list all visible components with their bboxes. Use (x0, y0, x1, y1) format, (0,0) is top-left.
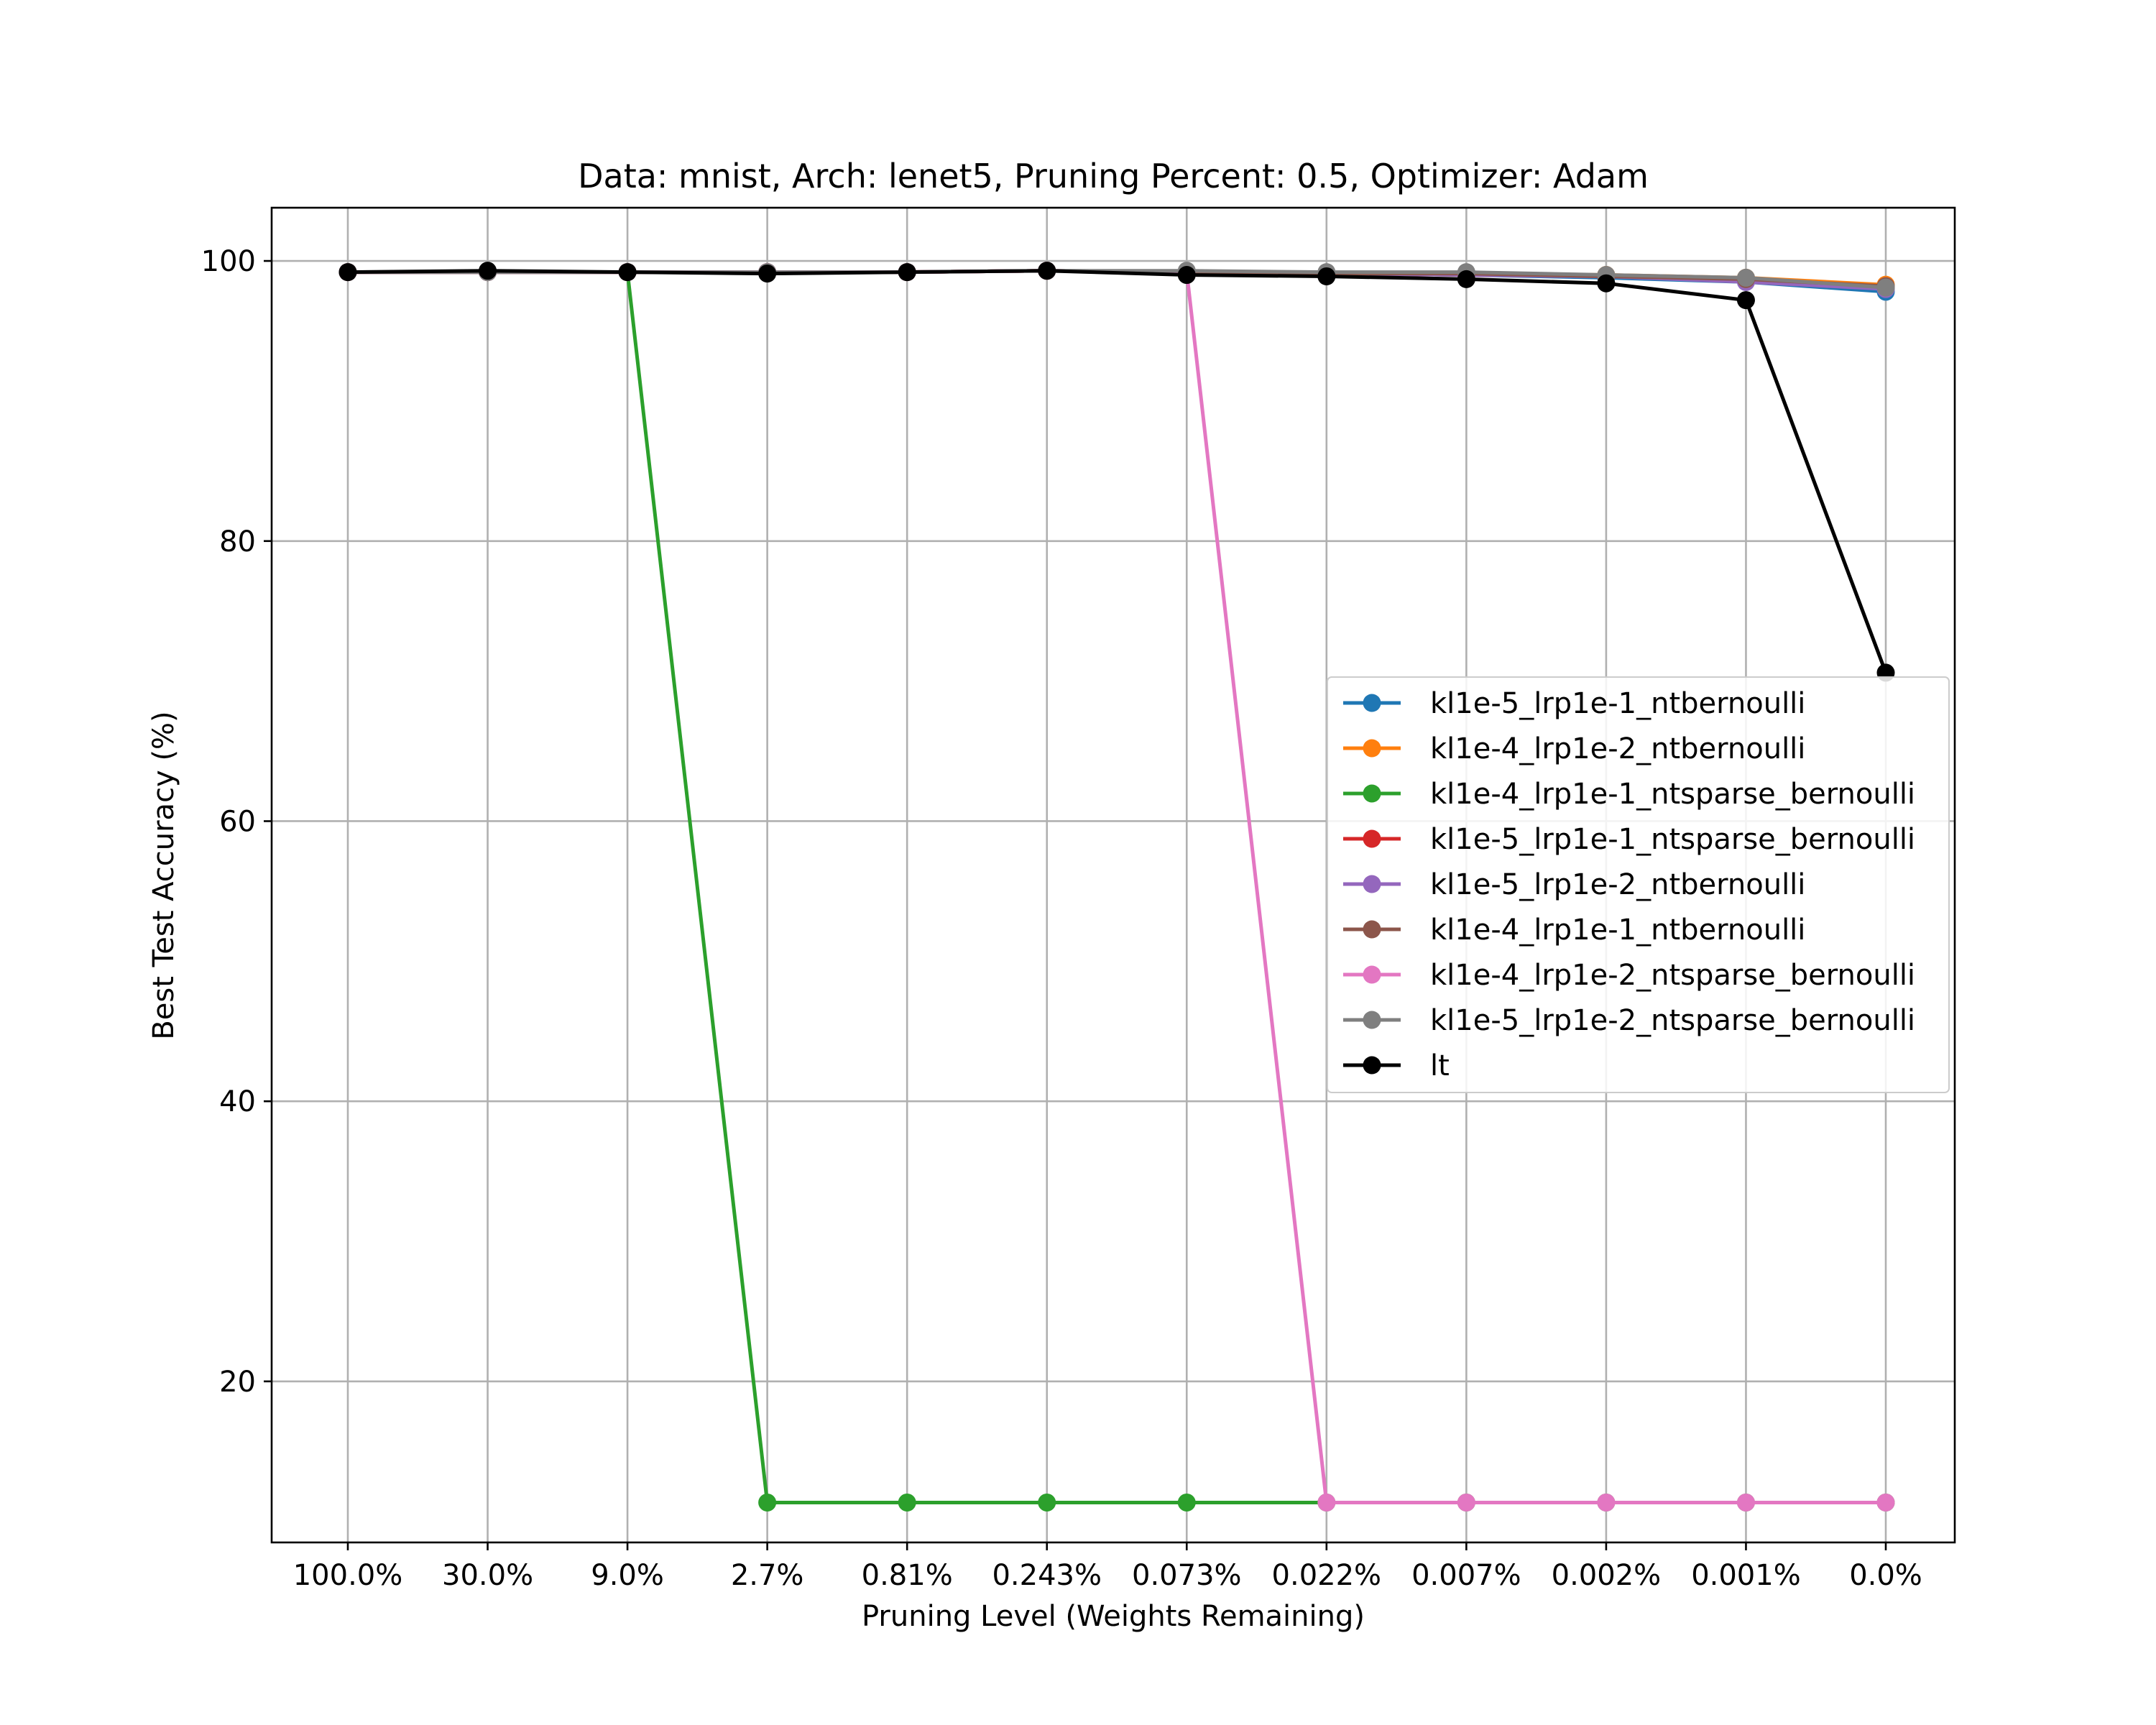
plot-frame (270, 206, 1956, 1544)
data-point (1457, 1493, 1475, 1512)
data-point (1876, 278, 1895, 297)
data-point (338, 263, 357, 282)
y-tick-label: 60 (219, 805, 256, 838)
data-point (479, 262, 497, 280)
x-tick-label: 30.0% (442, 1559, 533, 1592)
legend-label: lt (1430, 1049, 1450, 1082)
data-point (1038, 262, 1056, 280)
data-point (758, 1493, 777, 1512)
x-tick-label: 100.0% (293, 1559, 403, 1592)
legend-marker (1363, 784, 1381, 803)
data-point (1736, 1493, 1755, 1512)
data-point (1736, 268, 1755, 287)
x-tick-label: 0.007% (1411, 1559, 1521, 1592)
legend-marker (1363, 1056, 1381, 1075)
legend-label: kl1e-5_lrp1e-2_ntbernoulli (1430, 868, 1805, 901)
x-tick-label: 0.002% (1552, 1559, 1662, 1592)
y-tick-label: 40 (219, 1085, 256, 1118)
data-point (1597, 1493, 1616, 1512)
legend-entry: kl1e-5_lrp1e-1_ntsparse_bernoulli (1343, 823, 1915, 856)
data-point (1177, 266, 1196, 285)
x-tick-label: 0.073% (1132, 1559, 1242, 1592)
legend-entry: kl1e-5_lrp1e-1_ntbernoulli (1343, 687, 1805, 720)
legend-label: kl1e-4_lrp1e-1_ntbernoulli (1430, 914, 1805, 947)
legend-entry: kl1e-4_lrp1e-1_ntbernoulli (1343, 914, 1805, 947)
y-tick-label: 100 (201, 245, 256, 278)
series-line (347, 269, 1888, 673)
y-tick-label: 80 (219, 525, 256, 558)
legend: kl1e-5_lrp1e-1_ntbernoulli kl1e-4_lrp1e-2… (1327, 676, 1950, 1093)
legend-label: kl1e-4_lrp1e-1_ntsparse_bernoulli (1430, 778, 1915, 811)
x-tick-label: 2.7% (731, 1559, 804, 1592)
legend-marker (1363, 739, 1381, 758)
data-point (1597, 274, 1616, 293)
data-point (1038, 1493, 1056, 1512)
legend-box (1327, 676, 1950, 1093)
data-point (1177, 1493, 1196, 1512)
legend-entry: kl1e-4_lrp1e-2_ntbernoulli (1343, 732, 1805, 765)
y-axis-label: Best Test Accuracy (%) (147, 711, 180, 1039)
legend-marker (1363, 875, 1381, 893)
x-axis-label: Pruning Level (Weights Remaining) (862, 1600, 1365, 1633)
x-tick-label: 9.0% (591, 1559, 664, 1592)
legend-marker (1363, 829, 1381, 848)
data-point (898, 263, 916, 282)
legend-label: kl1e-5_lrp1e-2_ntsparse_bernoulli (1430, 1004, 1915, 1037)
legend-label: kl1e-4_lrp1e-2_ntsparse_bernoulli (1430, 959, 1915, 992)
legend-marker (1363, 965, 1381, 984)
data-point (1876, 1493, 1895, 1512)
x-tick-label: 0.001% (1691, 1559, 1801, 1592)
x-tick-label: 0.022% (1272, 1559, 1382, 1592)
legend-marker (1363, 920, 1381, 939)
ticks-layer: 100.0% 30.0% 9.0% 2.7% 0.81% 0.243% 0.073% 0.02… (201, 245, 1922, 1592)
legend-entry: kl1e-5_lrp1e-2_ntbernoulli (1343, 868, 1805, 901)
legend-label: kl1e-4_lrp1e-2_ntbernoulli (1430, 732, 1805, 765)
y-tick-label: 20 (219, 1366, 256, 1399)
legend-entry: kl1e-4_lrp1e-1_ntsparse_bernoulli (1343, 778, 1915, 811)
series-lt (338, 262, 1895, 682)
data-point (758, 264, 777, 283)
data-point (618, 263, 637, 282)
legend-entry: kl1e-5_lrp1e-2_ntsparse_bernoulli (1343, 1004, 1915, 1037)
x-tick-label: 0.243% (992, 1559, 1102, 1592)
legend-marker (1363, 1011, 1381, 1029)
data-point (1457, 270, 1475, 288)
legend-label: kl1e-5_lrp1e-1_ntsparse_bernoulli (1430, 823, 1915, 856)
legend-entry: lt (1343, 1049, 1450, 1082)
data-point (1736, 291, 1755, 310)
x-tick-label: 0.81% (862, 1559, 953, 1592)
chart-title: Data: mnist, Arch: lenet5, Pruning Perce… (578, 157, 1649, 196)
series-layer (338, 262, 1895, 1512)
legend-entry: kl1e-4_lrp1e-2_ntsparse_bernoulli (1343, 959, 1915, 992)
data-point (898, 1493, 916, 1512)
x-tick-label: 0.0% (1849, 1559, 1922, 1592)
data-point (1317, 267, 1336, 285)
legend-label: kl1e-5_lrp1e-1_ntbernoulli (1430, 687, 1805, 720)
data-point (1317, 1493, 1336, 1512)
legend-marker (1363, 694, 1381, 712)
